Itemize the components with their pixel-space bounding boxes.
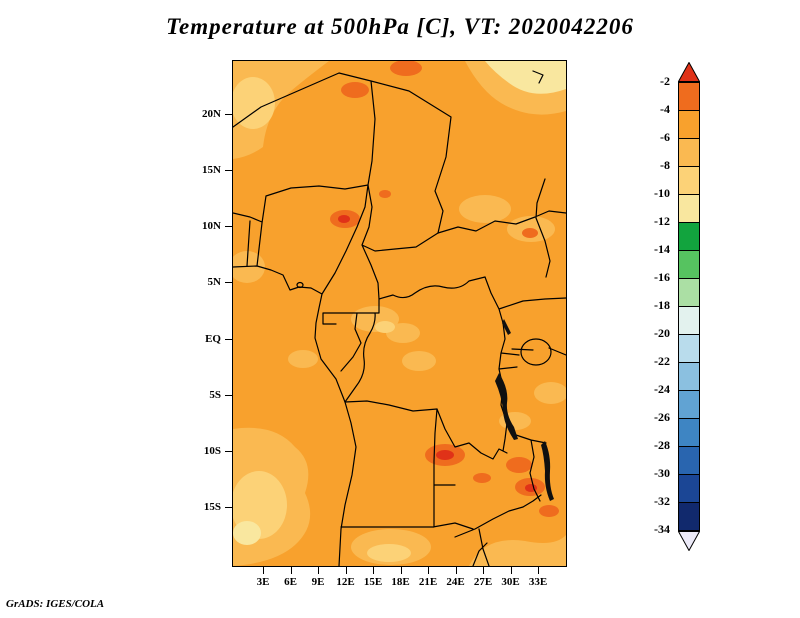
- colorbar-segments: [678, 82, 700, 531]
- lat-tick: [225, 506, 233, 508]
- colorbar-tick-label: -12: [654, 214, 670, 228]
- lat-tick: [225, 282, 233, 284]
- lon-tick: [510, 566, 512, 574]
- colorbar-tick-label: -16: [654, 270, 670, 284]
- colorbar-tick-label: -30: [654, 466, 670, 480]
- colorbar-segment: [679, 306, 699, 334]
- colorbar-segment: [679, 222, 699, 250]
- colorbar-segment: [679, 362, 699, 390]
- lon-tick-label: 33E: [528, 576, 548, 588]
- coastline-and-borders: [233, 70, 566, 566]
- colorbar-tick-label: -20: [654, 326, 670, 340]
- colorbar-tick-label: -22: [654, 354, 670, 368]
- colorbar-segment: [679, 110, 699, 138]
- lake-albert: [502, 319, 511, 335]
- lon-tick: [263, 566, 264, 574]
- map-plot: 20N 15N 10N 5N EQ 5S 10S 15S 3E 6E 9E 12E 15E 18E 21E…: [202, 60, 567, 588]
- colorbar-tick-label: -4: [660, 102, 670, 116]
- lon-tick-label: 9E: [311, 576, 325, 588]
- lat-tick-label: 20N: [202, 108, 221, 120]
- lat-tick-label: 10S: [203, 444, 221, 457]
- borders-north: [233, 70, 544, 267]
- credit-text: GrADS: IGES/COLA: [6, 598, 105, 610]
- colorbar-segment: [679, 474, 699, 502]
- lat-tick: [225, 394, 233, 396]
- colorbar-segment: [679, 334, 699, 362]
- coastline: [233, 265, 357, 566]
- lat-tick-label: 15S: [203, 500, 221, 513]
- lon-axis: 3E 6E 9E 12E 15E 18E 21E 24E 27E 30E 33E: [233, 566, 566, 594]
- colorbar-arrow-up: [678, 62, 700, 82]
- borders-south-east: [340, 276, 566, 566]
- lon-tick-label: 15E: [363, 576, 383, 588]
- colorbar-segment: [679, 502, 699, 530]
- lon-tick-label: 3E: [256, 576, 270, 588]
- colorbar-tick-label: -32: [654, 494, 670, 508]
- colorbar-tick-label: -10: [654, 186, 670, 200]
- lat-tick-label: 15N: [202, 164, 221, 177]
- lon-tick-label: 12E: [336, 576, 355, 588]
- colorbar-tick-label: -28: [654, 438, 670, 452]
- colorbar-segment: [679, 278, 699, 306]
- lon-tick-label: 6E: [284, 576, 297, 588]
- colorbar-bar: [678, 62, 700, 551]
- lon-tick: [373, 566, 374, 574]
- lon-tick: [483, 566, 484, 574]
- colorbar-segment: [679, 446, 699, 474]
- colorbar-tick-label: -6: [660, 130, 670, 144]
- lakes: [495, 319, 554, 501]
- lon-tick: [538, 566, 539, 574]
- plot-title: Temperature at 500hPa [C], VT: 202004220…: [166, 14, 634, 39]
- lon-tick: [455, 566, 457, 574]
- colorbar-segment: [679, 194, 699, 222]
- colorbar-tick-label: -24: [654, 382, 670, 396]
- colorbar-tick-label: -26: [654, 410, 670, 424]
- lon-tick-label: 27E: [473, 576, 493, 588]
- colorbar-tick-label: -34: [654, 522, 670, 536]
- lat-tick-label: EQ: [205, 332, 221, 345]
- lat-tick: [225, 450, 233, 452]
- bioko-island: [296, 281, 304, 289]
- lon-tick-label: 21E: [418, 576, 438, 588]
- lat-tick-label: 5N: [207, 276, 221, 289]
- lon-tick: [345, 566, 347, 574]
- lake-victoria: [520, 338, 552, 366]
- borders-central: [321, 178, 566, 403]
- lon-tick-label: 24E: [446, 576, 465, 588]
- colorbar-tick-label: -2: [660, 74, 670, 88]
- lake-tanganyika: [495, 373, 518, 440]
- lat-tick: [225, 114, 233, 115]
- temperature-shading: [233, 61, 566, 566]
- lat-tick-label: 5S: [209, 388, 221, 401]
- colorbar-labels: -2 -4 -6 -8 -10 -12 -14 -16 -18 -20 -22 -24 -26 -28 -3…: [640, 62, 670, 562]
- lon-tick: [290, 566, 292, 574]
- colorbar-tick-label: -8: [660, 158, 670, 172]
- lon-tick: [400, 566, 402, 574]
- colorbar-arrow-down: [678, 531, 700, 551]
- lat-tick: [225, 226, 233, 228]
- colorbar-tick-label: -18: [654, 298, 670, 312]
- lake-malawi: [541, 441, 554, 501]
- colorbar-segment: [679, 390, 699, 418]
- lon-tick-label: 18E: [391, 576, 410, 588]
- colorbar: -2 -4 -6 -8 -10 -12 -14 -16 -18 -20 -22 -24 -26 -28 -3…: [640, 62, 704, 562]
- lat-tick: [225, 338, 233, 340]
- lon-tick-label: 30E: [501, 576, 520, 588]
- map-svg: [233, 61, 566, 566]
- lon-tick: [428, 566, 429, 574]
- lat-tick-label: 10N: [202, 220, 221, 233]
- colorbar-segment: [679, 418, 699, 446]
- lat-tick: [225, 170, 233, 172]
- colorbar-tick-label: -14: [654, 242, 670, 256]
- colorbar-segment: [679, 138, 699, 166]
- colorbar-segment: [679, 82, 699, 110]
- colorbar-segment: [679, 250, 699, 278]
- colorbar-segment: [679, 166, 699, 194]
- lon-tick: [318, 566, 319, 574]
